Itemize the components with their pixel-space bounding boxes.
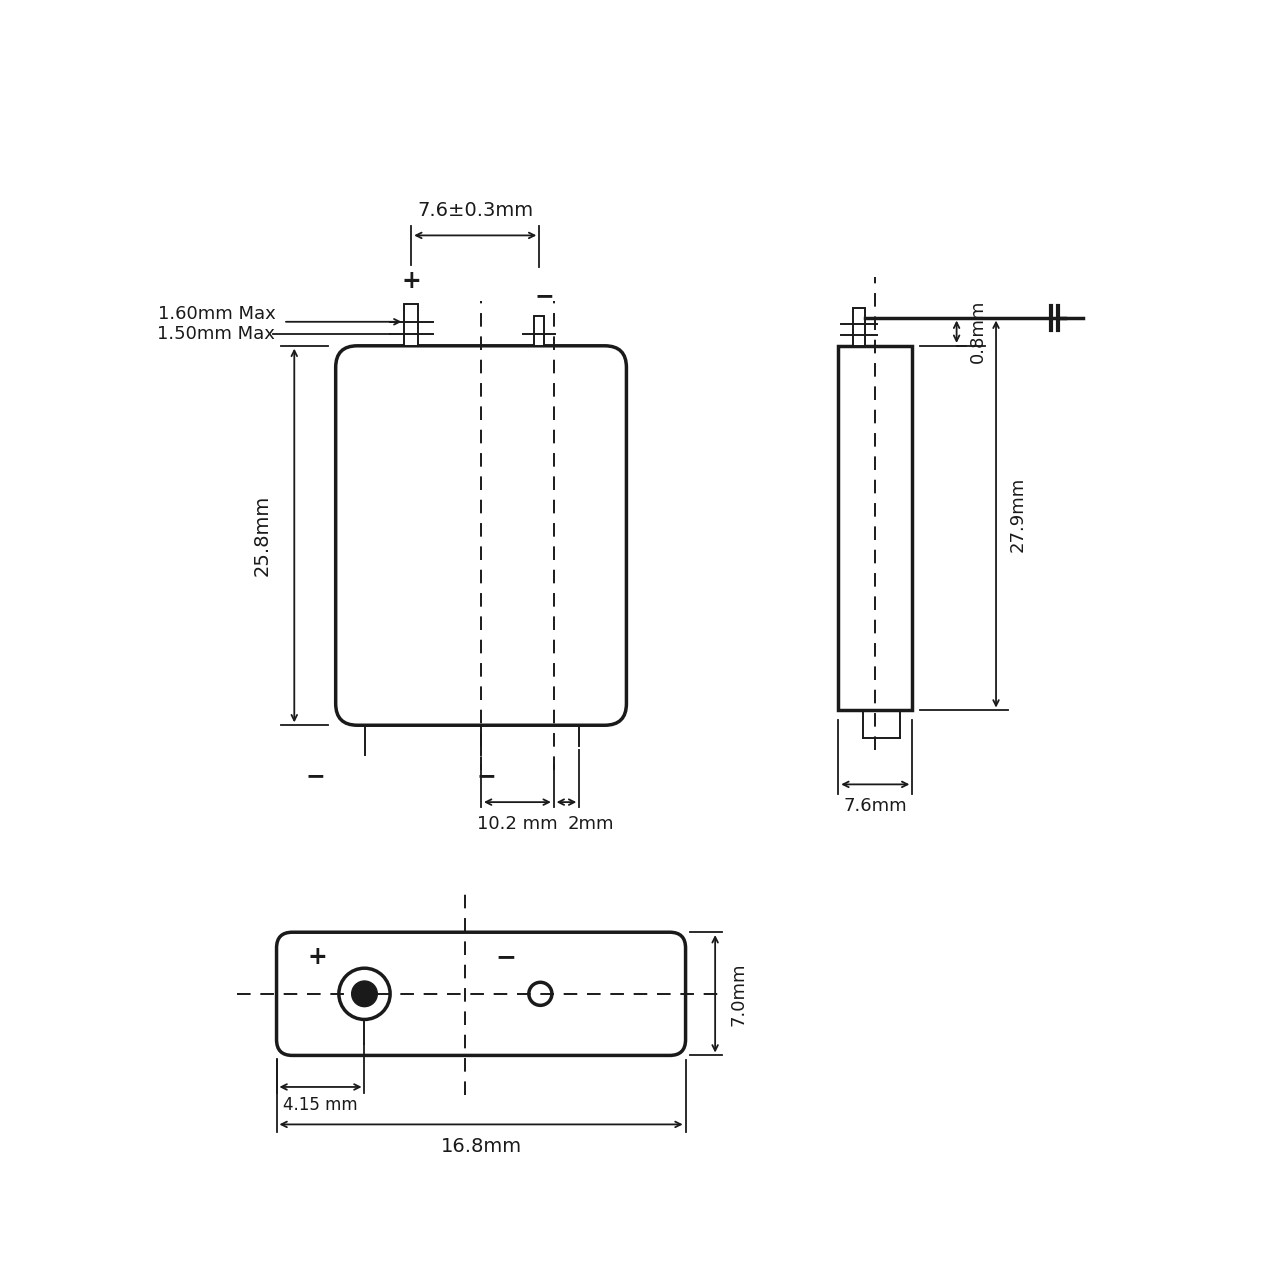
Text: −: −	[306, 764, 325, 788]
Text: +: +	[402, 269, 421, 293]
Text: 10.2 mm: 10.2 mm	[477, 815, 558, 833]
Text: 1.60mm Max: 1.60mm Max	[157, 305, 275, 323]
Text: 1.50mm Max: 1.50mm Max	[157, 325, 275, 343]
Text: 25.8mm: 25.8mm	[252, 495, 271, 576]
Text: 7.0mm: 7.0mm	[730, 963, 748, 1025]
Text: 27.9mm: 27.9mm	[1009, 476, 1027, 552]
Bar	[838, 346, 913, 710]
Text: −: −	[495, 945, 516, 969]
Text: −: −	[476, 764, 495, 788]
Text: −: −	[534, 284, 554, 308]
Text: +: +	[307, 945, 328, 969]
Text: 7.6mm: 7.6mm	[844, 797, 908, 815]
Text: 4.15 mm: 4.15 mm	[283, 1096, 358, 1114]
Circle shape	[352, 980, 378, 1006]
Bar	[534, 316, 544, 346]
Text: 0.8mm: 0.8mm	[969, 300, 987, 364]
Text: 7.6±0.3mm: 7.6±0.3mm	[417, 201, 534, 220]
Text: 2mm: 2mm	[568, 815, 614, 833]
Text: 16.8mm: 16.8mm	[440, 1137, 522, 1156]
Bar	[404, 305, 419, 346]
Bar	[852, 308, 865, 346]
